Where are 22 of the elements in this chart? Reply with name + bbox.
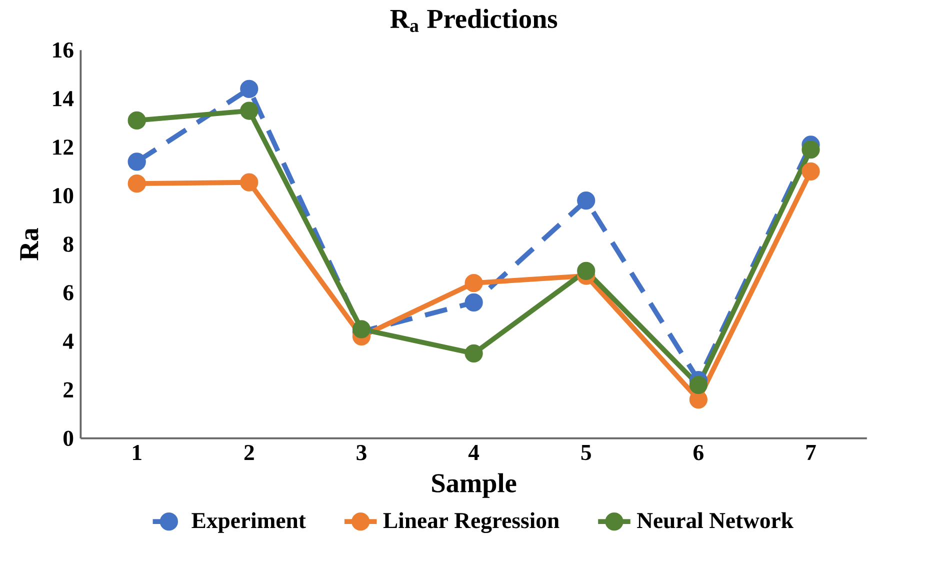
- y-tick-label: 14: [53, 91, 74, 106]
- y-tick-label: 4: [62, 334, 74, 349]
- y-tick-label: 2: [64, 382, 74, 398]
- y-tick-label: 12: [53, 140, 74, 155]
- x-tick-label: 2: [244, 444, 254, 460]
- y-tick-label: 16: [53, 42, 74, 58]
- legend-label: Experiment: [192, 512, 306, 533]
- y-tick-label: 10: [53, 188, 74, 204]
- x-tick-label: 3: [356, 444, 366, 460]
- chart-title: R$_{a}$ Predictions: [390, 8, 558, 32]
- y-tick-label: 8: [63, 236, 74, 252]
- legend-label: Neural Network: [637, 512, 794, 528]
- x-tick-label: 1: [132, 444, 142, 460]
- y-axis-title: Ra: [20, 228, 38, 260]
- legend-label: Linear Regression: [383, 512, 560, 533]
- y-tick-label: 6: [63, 285, 74, 300]
- y-tick-label: 0: [64, 430, 74, 446]
- x-tick-label: 7: [806, 444, 816, 460]
- x-tick-label: 5: [581, 444, 591, 460]
- x-axis-title: Sample: [432, 473, 516, 498]
- x-tick-label: 4: [468, 444, 480, 460]
- x-tick-label: 6: [694, 444, 704, 460]
